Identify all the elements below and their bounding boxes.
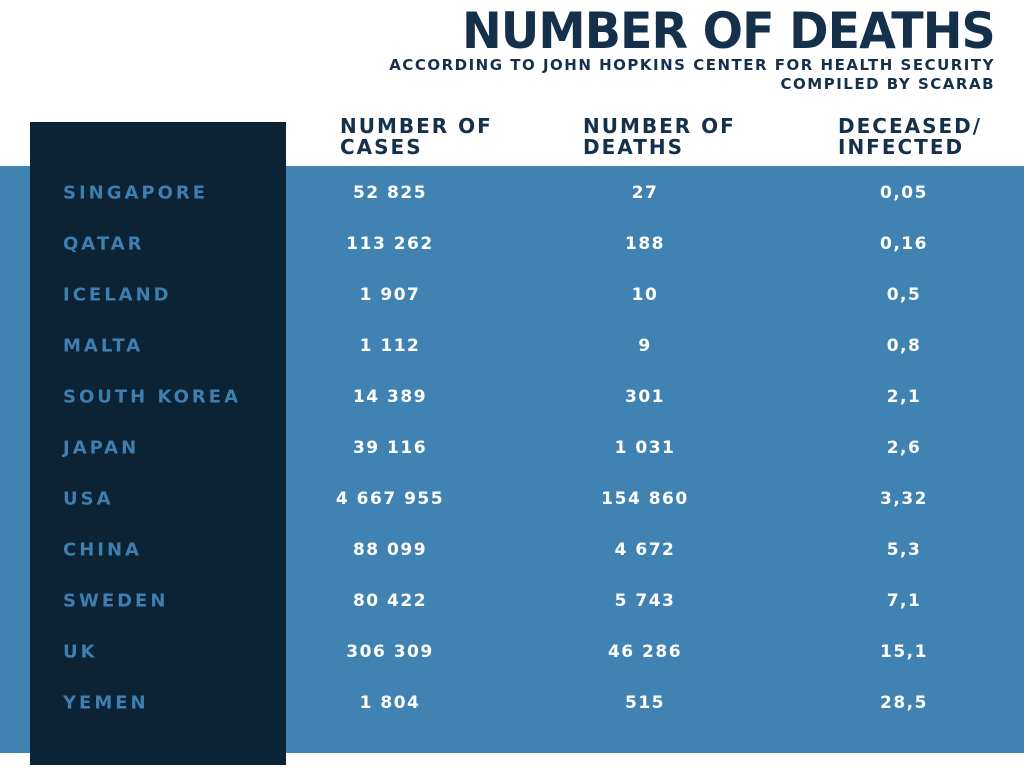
deaths-value: 10 [631, 284, 659, 305]
cases-value: 113 262 [346, 233, 434, 254]
ratio-value: 15,1 [880, 641, 928, 662]
table-row: QATAR 113 262 188 0,16 [0, 218, 1024, 269]
country-label: SWEDEN [63, 590, 169, 611]
deaths-value: 188 [625, 233, 665, 254]
country-label: USA [63, 488, 114, 509]
table-row: SINGAPORE 52 825 27 0,05 [0, 167, 1024, 218]
page-title: NUMBER OF DEATHS [462, 2, 996, 60]
country-sidebar-panel [30, 122, 286, 765]
country-label: SINGAPORE [63, 182, 209, 203]
ratio-value: 5,3 [886, 539, 922, 560]
ratio-value: 2,1 [886, 386, 922, 407]
column-header-line: NUMBER OF [583, 114, 736, 138]
country-label: UK [63, 641, 98, 662]
country-label: YEMEN [63, 692, 149, 713]
cases-value: 1 804 [359, 692, 421, 713]
country-label: CHINA [63, 539, 142, 560]
cases-value: 1 907 [359, 284, 421, 305]
column-header-line: CASES [340, 135, 423, 159]
country-label: JAPAN [63, 437, 140, 458]
column-header-line: INFECTED [838, 135, 965, 159]
cases-value: 80 422 [352, 590, 428, 611]
country-label: SOUTH KOREA [63, 386, 242, 407]
cases-value: 306 309 [346, 641, 434, 662]
cases-value: 14 389 [352, 386, 428, 407]
subtitle-line-1: ACCORDING TO JOHN HOPKINS CENTER FOR HEA… [389, 56, 995, 74]
column-header-line: NUMBER OF [340, 114, 493, 138]
deaths-value: 46 286 [607, 641, 683, 662]
deaths-value: 1 031 [614, 437, 676, 458]
ratio-value: 2,6 [886, 437, 922, 458]
country-label: QATAR [63, 233, 145, 254]
table-row: CHINA 88 099 4 672 5,3 [0, 524, 1024, 575]
table-row: SWEDEN 80 422 5 743 7,1 [0, 575, 1024, 626]
column-header-deaths: NUMBER OF DEATHS [583, 116, 736, 158]
country-label: MALTA [63, 335, 144, 356]
column-header-line: DECEASED/ [838, 114, 983, 138]
ratio-value: 7,1 [886, 590, 922, 611]
deaths-value: 301 [625, 386, 665, 407]
cases-value: 88 099 [352, 539, 428, 560]
subtitle-line-2: COMPILED BY SCARAB [780, 75, 995, 93]
table-row: SOUTH KOREA 14 389 301 2,1 [0, 371, 1024, 422]
table-row: MALTA 1 112 9 0,8 [0, 320, 1024, 371]
table-row: YEMEN 1 804 515 28,5 [0, 677, 1024, 728]
column-header-line: DEATHS [583, 135, 684, 159]
table-row: JAPAN 39 116 1 031 2,6 [0, 422, 1024, 473]
table-row: USA 4 667 955 154 860 3,32 [0, 473, 1024, 524]
cases-value: 1 112 [359, 335, 421, 356]
deaths-value: 9 [638, 335, 652, 356]
header: NUMBER OF DEATHS ACCORDING TO JOHN HOPKI… [389, 2, 996, 94]
ratio-value: 28,5 [880, 692, 928, 713]
column-header-ratio: DECEASED/INFECTED [838, 116, 982, 158]
ratio-value: 0,16 [880, 233, 928, 254]
country-label: ICELAND [63, 284, 172, 305]
deaths-value: 4 672 [614, 539, 676, 560]
deaths-value: 515 [625, 692, 665, 713]
ratio-value: 0,5 [886, 284, 922, 305]
cases-value: 4 667 955 [335, 488, 445, 509]
ratio-value: 0,8 [886, 335, 922, 356]
deaths-value: 154 860 [601, 488, 689, 509]
cases-value: 39 116 [352, 437, 428, 458]
cases-value: 52 825 [352, 182, 428, 203]
ratio-value: 0,05 [880, 182, 928, 203]
table-body: SINGAPORE 52 825 27 0,05 QATAR 113 262 188 0,16… [0, 167, 1024, 728]
column-header-cases: NUMBER OF CASES [340, 116, 493, 158]
table-row: ICELAND 1 907 10 0,5 [0, 269, 1024, 320]
table-row: UK 306 309 46 286 15,1 [0, 626, 1024, 677]
deaths-value: 27 [631, 182, 659, 203]
deaths-value: 5 743 [614, 590, 676, 611]
ratio-value: 3,32 [880, 488, 928, 509]
